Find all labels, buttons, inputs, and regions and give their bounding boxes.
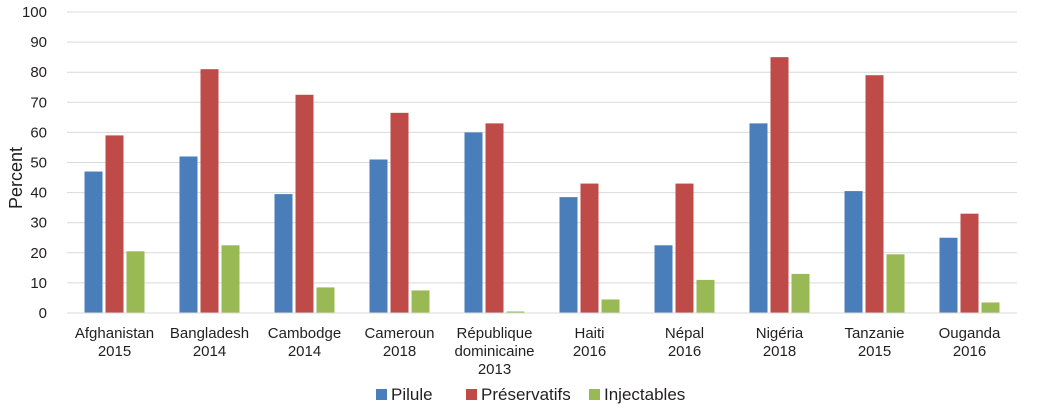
x-category-label: Afghanistan: [75, 325, 154, 342]
x-category-label: République: [457, 325, 533, 342]
x-category-label: 2018: [383, 343, 416, 360]
bar-injectables: [791, 273, 810, 313]
x-category-label: 2018: [763, 343, 796, 360]
y-tick-label: 40: [30, 185, 47, 202]
x-category-label: 2016: [573, 343, 606, 360]
x-category-label: Nigéria: [756, 325, 804, 342]
y-tick-label: 70: [30, 94, 47, 111]
bar-injectables: [696, 279, 715, 313]
bar-pilule: [844, 191, 863, 313]
bar-preservatifs: [960, 213, 979, 313]
bar-preservatifs: [865, 75, 884, 314]
bar-injectables: [981, 302, 1000, 313]
bar-injectables: [886, 254, 905, 313]
bar-preservatifs: [295, 94, 314, 314]
bar-injectables: [411, 290, 430, 313]
x-category-label: 2013: [478, 361, 511, 378]
bar-injectables: [601, 299, 620, 313]
bar-preservatifs: [675, 183, 694, 313]
bar-preservatifs: [485, 123, 504, 314]
x-category-label: 2016: [953, 343, 986, 360]
bars: [84, 57, 1000, 314]
x-category-label: Haiti: [574, 325, 604, 342]
y-tick-label: 80: [30, 64, 47, 81]
bar-pilule: [654, 245, 673, 313]
y-axis-label: Percent: [6, 147, 26, 209]
x-axis-category-labels: Afghanistan2015Bangladesh2014Cambodge201…: [75, 325, 1001, 378]
y-tick-label: 60: [30, 124, 47, 141]
legend-swatch: [376, 389, 387, 400]
y-tick-label: 20: [30, 245, 47, 262]
legend-label: Injectables: [604, 385, 685, 404]
bar-pilule: [464, 132, 483, 313]
x-category-label: 2016: [668, 343, 701, 360]
bar-injectables: [126, 251, 145, 313]
y-tick-label: 10: [30, 275, 47, 292]
bar-injectables: [221, 245, 240, 313]
x-category-label: dominicaine: [454, 343, 534, 360]
bar-pilule: [274, 194, 293, 313]
y-tick-label: 50: [30, 155, 47, 172]
bar-pilule: [749, 123, 768, 314]
x-category-label: Cameroun: [364, 325, 434, 342]
legend-label: Préservatifs: [481, 385, 571, 404]
x-category-label: Bangladesh: [170, 325, 249, 342]
legend-swatch: [466, 389, 477, 400]
y-tick-label: 0: [39, 305, 47, 322]
legend-swatch: [589, 389, 600, 400]
x-category-label: 2015: [98, 343, 131, 360]
bar-preservatifs: [105, 135, 124, 313]
bar-preservatifs: [580, 183, 599, 313]
bar-preservatifs: [770, 57, 789, 314]
x-category-label: 2014: [288, 343, 321, 360]
bar-injectables: [316, 287, 335, 313]
x-category-label: Ouganda: [939, 325, 1001, 342]
bar-pilule: [939, 237, 958, 313]
x-category-label: Népal: [665, 325, 704, 342]
legend: Pilule Préservatifs Injectables: [376, 385, 685, 404]
legend-label: Pilule: [391, 385, 433, 404]
bar-injectables: [506, 311, 525, 313]
bar-pilule: [559, 197, 578, 313]
bar-preservatifs: [200, 69, 219, 313]
bar-pilule: [179, 156, 198, 313]
x-category-label: Cambodge: [268, 325, 341, 342]
x-category-label: Tanzanie: [844, 325, 904, 342]
y-axis-ticks: 0 10 20 30 40 50 60 70 80 90 100: [22, 4, 47, 322]
bar-preservatifs: [390, 112, 409, 314]
bar-pilule: [84, 171, 103, 313]
x-category-label: 2015: [858, 343, 891, 360]
y-tick-label: 90: [30, 34, 47, 51]
y-tick-label: 30: [30, 215, 47, 232]
x-category-label: 2014: [193, 343, 226, 360]
y-tick-label: 100: [22, 4, 47, 21]
bar-pilule: [369, 159, 388, 313]
